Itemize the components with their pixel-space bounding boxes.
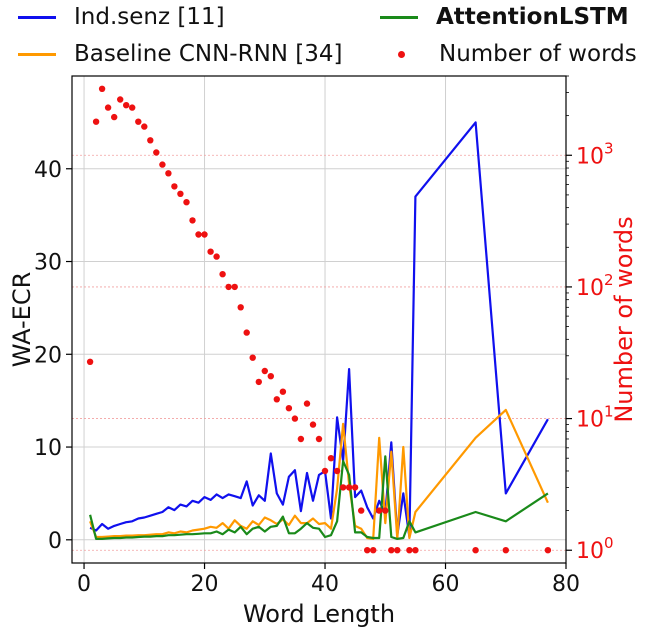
y-tick-label: 30 (34, 251, 62, 276)
scatter-point (255, 378, 262, 386)
scatter-point (412, 547, 419, 554)
axes-layer: 0 20 40 60 80 0 10 20 30 40 100 101 102 103 (34, 75, 614, 597)
scatter-point (201, 231, 208, 238)
scatter-point (370, 547, 377, 554)
scatter-point (225, 283, 232, 291)
scatter-point (195, 231, 202, 238)
scatter-point (231, 283, 238, 291)
legend-label-baseline: Baseline CNN-RNN [34] (74, 41, 343, 67)
scatter-point (502, 547, 509, 554)
scatter-point (472, 547, 479, 554)
scatter-point (273, 396, 280, 403)
scatter-point (117, 96, 124, 103)
legend-item-attentionlstm: AttentionLSTM (380, 0, 629, 34)
legend-swatch-ind-senz (18, 15, 56, 19)
scatter-point (171, 183, 178, 190)
series-layer (89, 121, 549, 541)
scatter-point (358, 507, 365, 514)
scatter-point (92, 118, 100, 125)
scatter-point (207, 248, 214, 255)
scatter-point (364, 547, 371, 554)
legend: Ind.senz [11] Baseline CNN-RNN [34] Atte… (0, 0, 645, 76)
x-tick-label: 20 (191, 572, 219, 597)
x-tick-label: 40 (311, 572, 339, 597)
scatter-point (261, 367, 268, 375)
scatter-point (135, 118, 142, 125)
legend-label-ind-senz: Ind.senz [11] (74, 4, 225, 30)
scatter-point (104, 104, 112, 111)
scatter-point (279, 388, 287, 395)
plot-frame (71, 75, 567, 564)
scatter-point (219, 271, 226, 278)
scatter-layer (86, 85, 552, 554)
scatter-point (309, 421, 317, 428)
legend-swatch-number-of-words (398, 50, 405, 58)
scatter-point (237, 304, 244, 311)
legend-label-number-of-words: Number of words (439, 41, 637, 67)
scatter-point (183, 199, 190, 206)
scatter-point (303, 400, 311, 407)
x-axis-label: Word Length (243, 600, 395, 628)
scatter-point (285, 405, 293, 412)
scatter-point (394, 547, 401, 554)
y2-axis-label: Number of words (610, 216, 638, 422)
scatter-point (86, 358, 94, 365)
scatter-point (321, 467, 329, 475)
scatter-point (333, 467, 341, 475)
scatter-point (153, 149, 160, 156)
scatter-point (544, 547, 552, 554)
series-line-1 (89, 408, 549, 541)
y-tick-label: 0 (48, 529, 62, 554)
scatter-point (291, 415, 299, 422)
scatter-point (141, 123, 148, 130)
scatter-point (213, 253, 220, 260)
y-tick-label: 10 (34, 436, 62, 461)
y-tick-label: 40 (34, 158, 62, 183)
scatter-point (382, 507, 389, 514)
scatter-point (165, 170, 172, 177)
y2-tick-label: 103 (576, 139, 614, 169)
scatter-point (267, 373, 274, 380)
y2-tick-label: 102 (576, 271, 614, 301)
x-tick-label: 0 (77, 572, 91, 597)
legend-item-ind-senz: Ind.senz [11] (18, 0, 225, 34)
series-line-2 (89, 455, 549, 541)
legend-item-number-of-words: Number of words (380, 37, 637, 71)
y2-tick-label: 100 (576, 534, 614, 564)
scatter-point (98, 85, 106, 93)
legend-label-attentionlstm: AttentionLSTM (436, 4, 629, 30)
scatter-point (327, 455, 335, 462)
scatter-point (376, 507, 383, 514)
scatter-point (123, 102, 130, 109)
scatter-point (297, 435, 305, 443)
scatter-point (345, 484, 353, 491)
scatter-point (339, 484, 347, 491)
scatter-point (243, 329, 250, 336)
scatter-point (249, 354, 256, 361)
legend-swatch-attentionlstm (380, 15, 418, 19)
scatter-point (406, 547, 413, 554)
y2-tick-label: 101 (576, 403, 614, 433)
scatter-point (388, 547, 395, 554)
scatter-point (177, 190, 184, 197)
scatter-point (159, 161, 166, 168)
y-axis-label: WA-ECR (8, 272, 36, 368)
legend-item-baseline: Baseline CNN-RNN [34] (18, 37, 343, 71)
x-tick-label: 80 (552, 572, 580, 597)
y-tick-label: 20 (34, 343, 62, 368)
legend-swatch-baseline (18, 52, 56, 56)
scatter-point (111, 113, 118, 121)
series-line-0 (89, 121, 549, 539)
x-tick-label: 60 (432, 572, 460, 597)
scatter-point (129, 104, 136, 111)
scatter-point (351, 484, 359, 491)
scatter-point (315, 435, 323, 443)
scatter-point (189, 217, 196, 224)
scatter-point (147, 137, 154, 144)
